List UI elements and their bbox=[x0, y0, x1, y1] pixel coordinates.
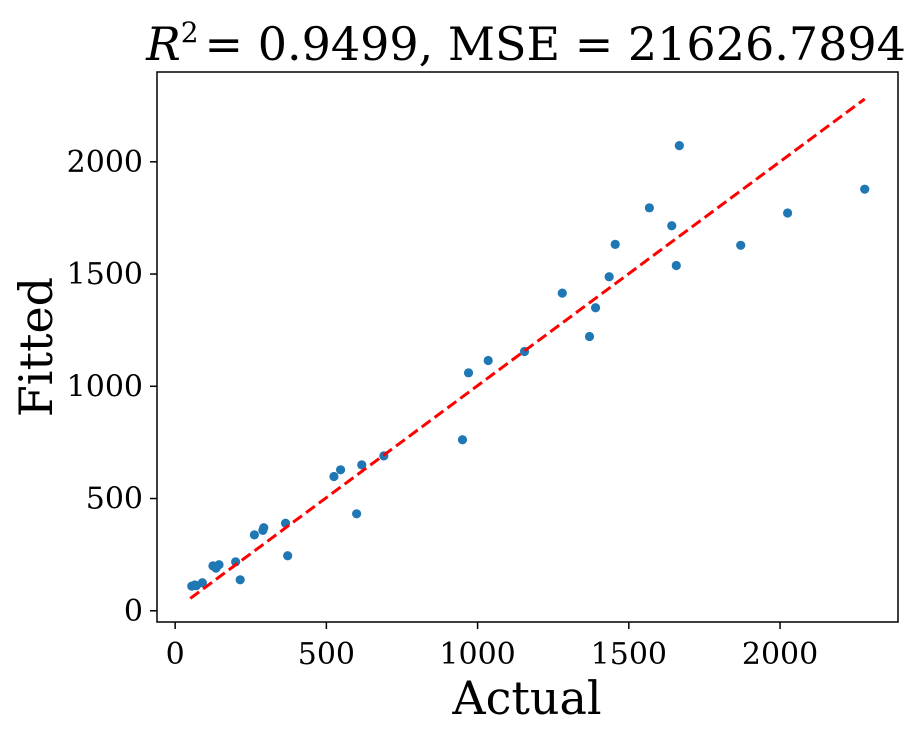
x-tick-label: 1500 bbox=[591, 637, 667, 672]
title-r-symbol: R bbox=[145, 17, 181, 71]
data-point bbox=[235, 575, 245, 585]
data-point bbox=[860, 184, 870, 194]
y-tick-label: 0 bbox=[124, 594, 143, 629]
data-point bbox=[197, 578, 207, 588]
x-tick-label: 500 bbox=[298, 637, 355, 672]
data-point bbox=[667, 221, 677, 231]
plot-content bbox=[187, 97, 870, 600]
y-tick-label: 2000 bbox=[67, 145, 143, 180]
data-point bbox=[783, 208, 793, 218]
data-point bbox=[644, 203, 654, 213]
x-tick-label: 0 bbox=[166, 637, 185, 672]
x-tick-label: 2000 bbox=[742, 637, 818, 672]
data-point bbox=[557, 288, 567, 298]
data-point bbox=[249, 530, 259, 540]
y-tick-label: 1000 bbox=[67, 369, 143, 404]
data-point bbox=[259, 523, 269, 533]
data-point bbox=[457, 435, 468, 445]
data-point bbox=[463, 368, 474, 378]
y-tick-label: 1500 bbox=[67, 257, 143, 292]
plot-frame bbox=[156, 71, 899, 623]
x-tick-label: 1000 bbox=[439, 637, 515, 672]
y-axis-label: Fitted bbox=[9, 277, 63, 417]
data-point bbox=[352, 509, 362, 519]
data-point bbox=[214, 560, 224, 570]
title-exponent: 2 bbox=[181, 16, 199, 49]
fit-line bbox=[189, 97, 866, 600]
data-point bbox=[283, 551, 293, 561]
x-axis-label: Actual bbox=[451, 671, 601, 725]
data-point bbox=[483, 355, 493, 366]
data-point bbox=[674, 141, 684, 151]
data-point bbox=[604, 272, 614, 282]
title-metrics: = 0.9499, MSE = 21626.7894 bbox=[205, 17, 906, 71]
data-point bbox=[584, 331, 595, 342]
data-point bbox=[357, 460, 367, 470]
data-point bbox=[671, 260, 681, 271]
axis-ticks: 0 500 1000 1500 2000 0 500 1000 1500 2000 bbox=[67, 145, 819, 672]
data-point bbox=[736, 240, 746, 250]
data-point bbox=[590, 303, 601, 313]
data-point bbox=[329, 471, 339, 482]
chart-title: R2 = 0.9499, MSE = 21626.7894 bbox=[145, 16, 906, 71]
data-point bbox=[610, 239, 620, 250]
data-point bbox=[335, 465, 346, 475]
y-tick-label: 500 bbox=[86, 482, 143, 517]
